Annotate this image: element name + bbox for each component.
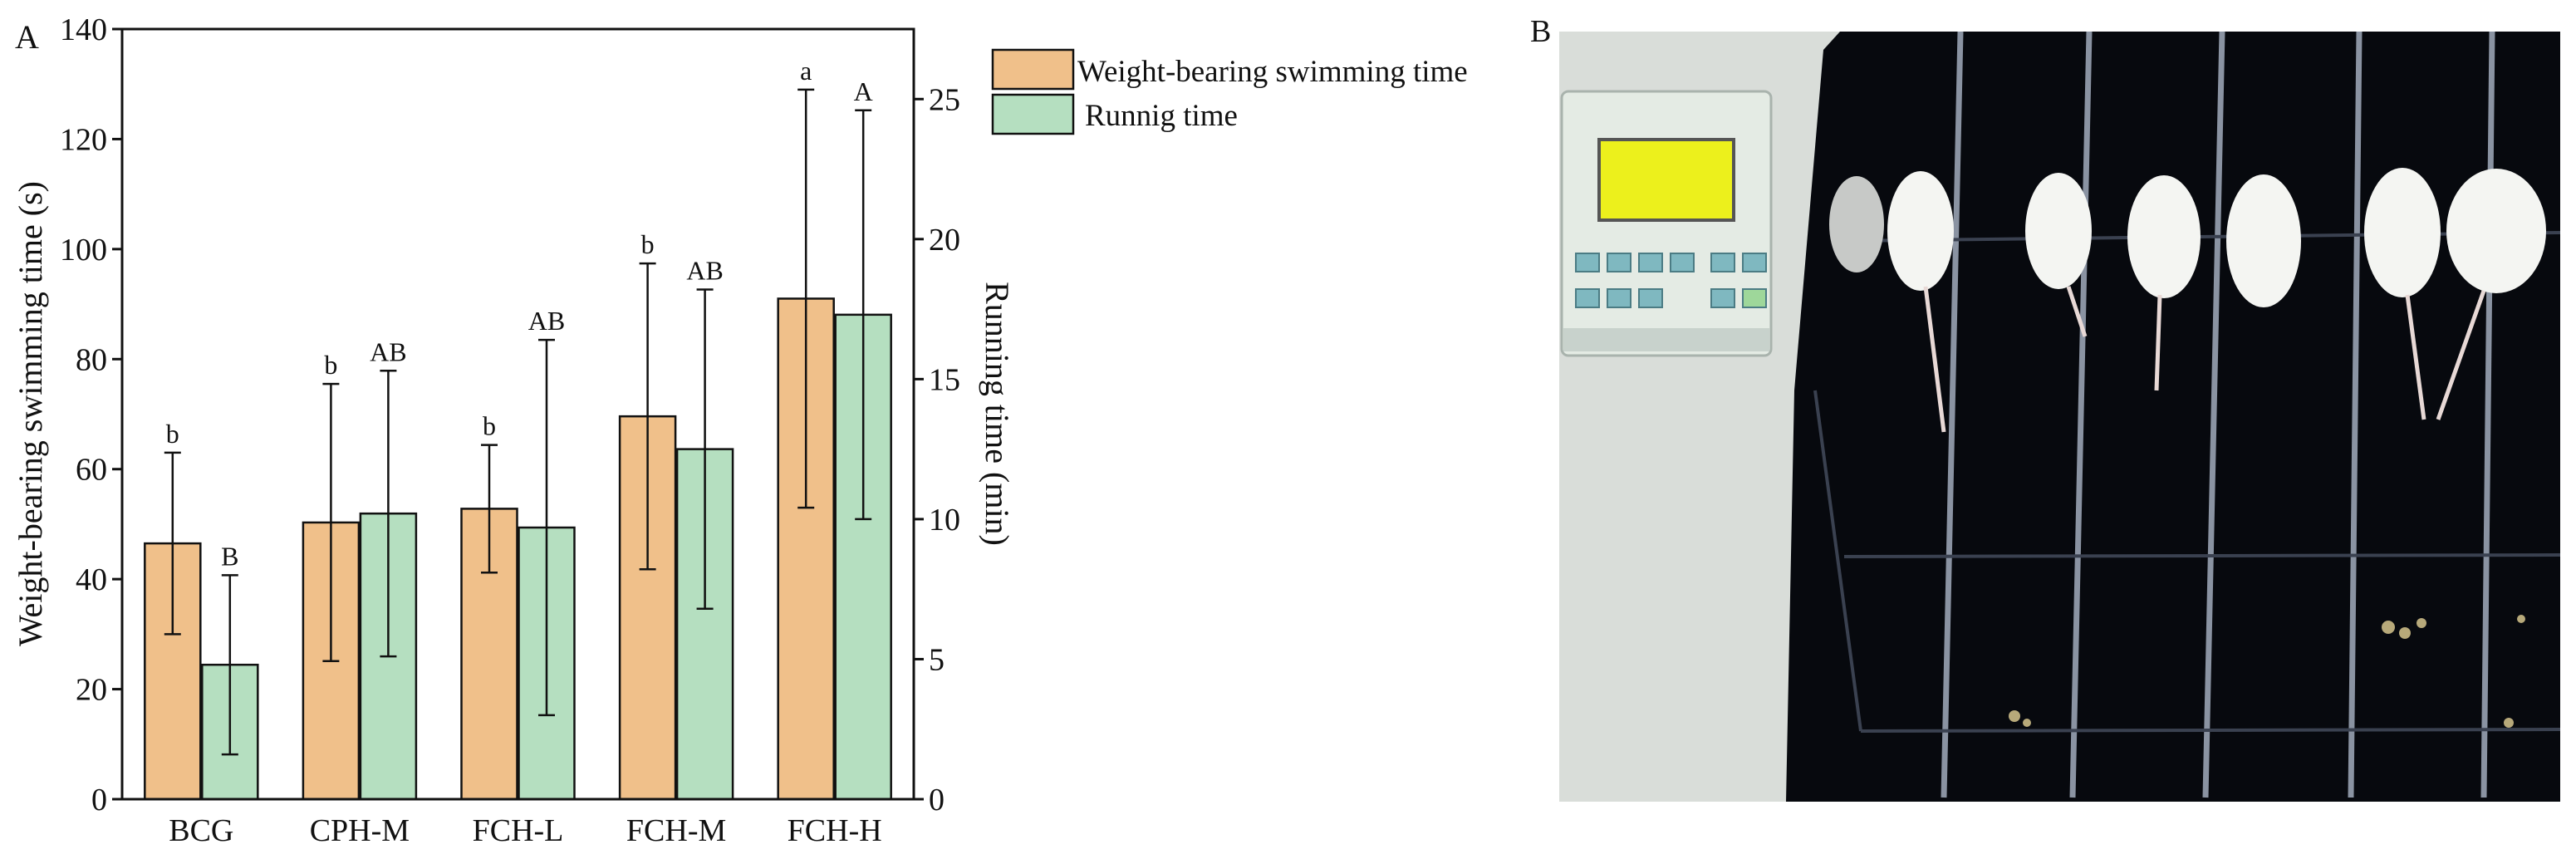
bars-layer: b b b b a B AB AB AB A [144,56,892,801]
x-tick-label: FCH-H [788,813,882,848]
machine-control-panel [1560,90,1773,357]
significance-letter: AB [528,306,565,336]
y-tick-label: 60 [76,453,107,488]
y-tick-label: 0 [91,783,107,817]
x-tick-label: FCH-L [473,813,564,848]
axes-layer [120,27,915,801]
y2-tick-label: 5 [929,642,945,677]
y2-tick-label: 20 [929,223,960,258]
y2-tick-label: 25 [929,82,960,117]
chart-panel-a: A b b b b a B AB AB AB A BCG CPH-M FCH-L FCH-M FCH-H 0… [12,12,1468,848]
panel-label-b: B [1530,14,1551,49]
y2-tick-label: 15 [929,362,960,397]
rail-lines [1813,231,2560,733]
panel-label-a: A [15,18,39,56]
y-tick-label: 140 [60,12,107,47]
significance-letter: AB [686,255,723,285]
legend-label-swimming: Weight-bearing swimming time [1077,55,1468,89]
significance-letter: b [483,411,496,441]
plot-frame [120,27,915,801]
legend-swatch-swimming [991,48,1075,91]
y-tick-label: 20 [76,673,107,708]
lcd-screen [1597,138,1735,222]
mouse-tails [1923,286,2486,433]
y-tick-label: 120 [60,122,107,157]
mice [1829,168,2546,307]
legend-label-running: Runnig time [1085,99,1238,133]
y-tick-label: 40 [76,562,107,597]
significance-letter: a [800,56,812,86]
x-tick-label: BCG [169,813,233,848]
significance-letter: b [641,229,655,259]
y-axis-label: Weight-bearing swimming time (s) [12,181,49,646]
y-tick-label: 80 [76,342,107,377]
y2-tick-label: 0 [929,783,945,817]
significance-letter: B [221,541,238,571]
photo-panel-b: B [1530,14,2560,802]
lane-dividers [1941,32,2495,798]
y2-tick-label: 10 [929,503,960,537]
panel-footer-strip [1563,328,1769,351]
y2-axis-label: Running time (min) [979,282,1016,546]
legend-swatch-running [991,93,1075,135]
significance-letter: b [324,350,337,380]
legend: Weight-bearing swimming time Runnig time [991,48,1468,135]
ticks-layer: BCG CPH-M FCH-L FCH-M FCH-H02040608010012014… [60,12,960,848]
treadmill-photo [1559,32,2560,802]
significance-letter: A [854,76,873,106]
significance-letter: AB [370,336,406,366]
significance-letter: b [166,419,179,449]
y-tick-label: 100 [60,233,107,268]
floor-debris [2009,615,2525,728]
x-tick-label: CPH-M [310,813,410,848]
control-buttons [1575,253,1767,308]
x-tick-label: FCH-M [626,813,726,848]
